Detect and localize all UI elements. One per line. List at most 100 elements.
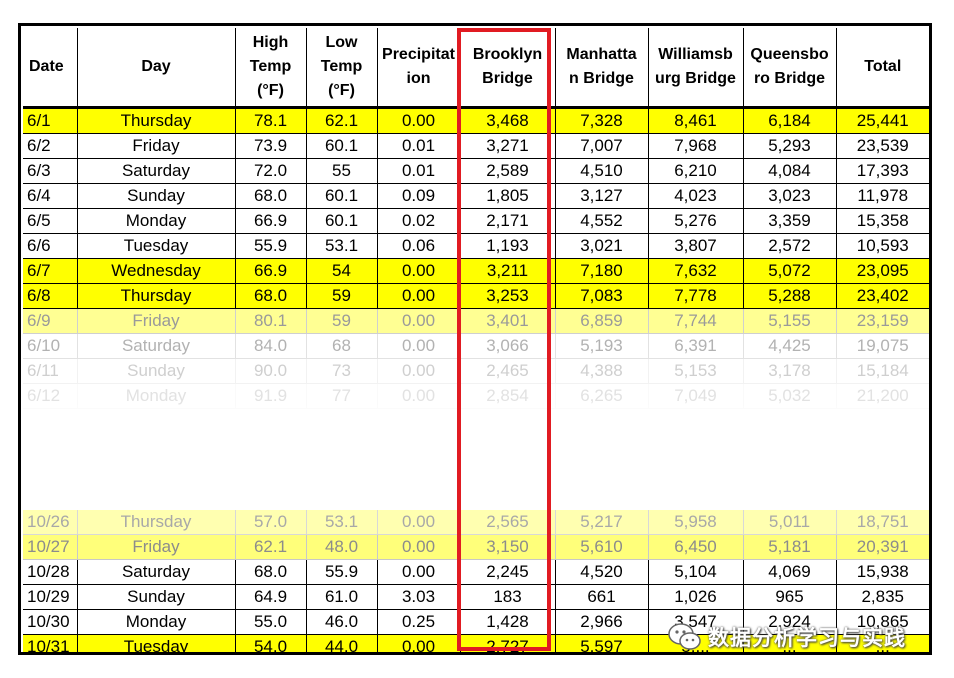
- cell-queensboro-bridge: 965: [743, 584, 837, 610]
- cell-williamsburg-bridge: 4,023: [648, 183, 744, 209]
- table-row: 6/6 Tuesday 55.9 53.1 0.06 1,193 3,021 3,807 2,5…: [23, 233, 929, 259]
- header-text: Temp: [249, 58, 292, 75]
- cell-high-temp: 57.0: [235, 510, 307, 535]
- header-text: Precipitat: [382, 46, 455, 63]
- cell-date: 6/5: [23, 208, 78, 234]
- cell-total: 25,441: [836, 107, 929, 134]
- cell-precipitation: 0.06: [377, 233, 461, 259]
- cell-manhattan-bridge: 3,021: [555, 233, 649, 259]
- cell-day: Tuesday: [77, 634, 236, 652]
- cell-date: 6/7: [23, 258, 78, 284]
- cell-date: 10/26: [23, 510, 78, 535]
- cell-manhattan-bridge: 4,388: [555, 358, 649, 384]
- cell-queensboro-bridge: 5,293: [743, 133, 837, 159]
- cell-date: 6/2: [23, 133, 78, 159]
- header-text: High: [252, 34, 289, 51]
- cell-williamsburg-bridge: 7,968: [648, 133, 744, 159]
- cell-day: Monday: [77, 609, 236, 635]
- cell-date: 10/28: [23, 559, 78, 585]
- cell-brooklyn-bridge: 3,401: [460, 308, 556, 334]
- cell-date: 6/9: [23, 308, 78, 334]
- table-row: 10/26 Thursday 57.0 53.1 0.00 2,565 5,217 5,958…: [23, 510, 929, 535]
- cell-day: Friday: [77, 133, 236, 159]
- header-text: Bridge: [482, 70, 533, 87]
- table-body: 6/1 Thursday 78.1 62.1 0.00 3,468 7,328 8,461 6,…: [23, 107, 929, 652]
- header-precipitation: Precipitat ion: [377, 28, 461, 109]
- cell-total: ...: [836, 634, 929, 652]
- cell-williamsburg-bridge: 5,958: [648, 510, 744, 535]
- cell-queensboro-bridge: 5,155: [743, 308, 837, 334]
- cell-precipitation: 0.25: [377, 609, 461, 635]
- table-row: 6/3 Saturday 72.0 55 0.01 2,589 4,510 6,210 4,08…: [23, 158, 929, 184]
- cell-manhattan-bridge: 7,180: [555, 258, 649, 284]
- cell-low-temp: 73: [306, 358, 378, 384]
- cell-date: 10/27: [23, 534, 78, 560]
- header-text: Manhatta: [566, 46, 637, 63]
- cell-day: Thursday: [77, 510, 236, 535]
- cell-precipitation: 0.00: [377, 333, 461, 359]
- cell-brooklyn-bridge: 183: [460, 584, 556, 610]
- cell-williamsburg-bridge: 6,450: [648, 534, 744, 560]
- cell-manhattan-bridge: 5,217: [555, 510, 649, 535]
- cell-brooklyn-bridge: 3,253: [460, 283, 556, 309]
- cell-low-temp: 55.9: [306, 559, 378, 585]
- cell-manhattan-bridge: 6,265: [555, 383, 649, 409]
- table-row: 6/12 Monday 91.9 77 0.00 2,854 6,265 7,049 5,032…: [23, 383, 929, 409]
- cell-manhattan-bridge: 3,127: [555, 183, 649, 209]
- cell-high-temp: 62.1: [235, 534, 307, 560]
- cell-low-temp: 60.1: [306, 133, 378, 159]
- cell-brooklyn-bridge: 3,211: [460, 258, 556, 284]
- header-text: Total: [864, 58, 902, 75]
- cell-williamsburg-bridge: 3,547: [648, 609, 744, 635]
- cell-low-temp: 68: [306, 333, 378, 359]
- cell-high-temp: 55.0: [235, 609, 307, 635]
- bridge-traffic-table: Date Day High Temp (°F) Low Temp (°F) Precipitat…: [23, 28, 929, 652]
- header-text: Low: [325, 34, 358, 51]
- cell-high-temp: 66.9: [235, 258, 307, 284]
- cell-date: 10/30: [23, 609, 78, 635]
- table-row: 6/1 Thursday 78.1 62.1 0.00 3,468 7,328 8,461 6,…: [23, 107, 929, 134]
- header-brooklyn-bridge: Brooklyn Bridge: [460, 28, 556, 109]
- cell-total: 10,865: [836, 609, 929, 635]
- cell-low-temp: 48.0: [306, 534, 378, 560]
- cell-high-temp: 72.0: [235, 158, 307, 184]
- cell-low-temp: 53.1: [306, 233, 378, 259]
- table-row: 6/5 Monday 66.9 60.1 0.02 2,171 4,552 5,276 3,35…: [23, 208, 929, 234]
- cell-date: 6/11: [23, 358, 78, 384]
- cell-low-temp: 54: [306, 258, 378, 284]
- cell-date: 6/10: [23, 333, 78, 359]
- header-text: (°F): [328, 82, 355, 99]
- header-queensboro-bridge: Queensbo ro Bridge: [743, 28, 837, 109]
- header-text: urg Bridge: [655, 70, 736, 87]
- cell-day: Thursday: [77, 283, 236, 309]
- cell-day: Saturday: [77, 559, 236, 585]
- cell-queensboro-bridge: 3,178: [743, 358, 837, 384]
- cell-queensboro-bridge: 5,288: [743, 283, 837, 309]
- cell-day: Monday: [77, 383, 236, 409]
- cell-total: 23,095: [836, 258, 929, 284]
- cell-high-temp: 55.9: [235, 233, 307, 259]
- cell-high-temp: 66.9: [235, 208, 307, 234]
- cell-high-temp: 73.9: [235, 133, 307, 159]
- cell-williamsburg-bridge: 7,744: [648, 308, 744, 334]
- table-row: 6/10 Saturday 84.0 68 0.00 3,066 5,193 6,391 4,4…: [23, 333, 929, 359]
- cell-williamsburg-bridge: 6,210: [648, 158, 744, 184]
- cell-brooklyn-bridge: 1,428: [460, 609, 556, 635]
- cell-queensboro-bridge: 2,924: [743, 609, 837, 635]
- cell-day: Sunday: [77, 183, 236, 209]
- header-williamsburg-bridge: Williamsb urg Bridge: [648, 28, 744, 109]
- cell-total: 15,358: [836, 208, 929, 234]
- cell-williamsburg-bridge: 5,...: [648, 634, 744, 652]
- cell-precipitation: 3.03: [377, 584, 461, 610]
- header-text: n Bridge: [569, 70, 634, 87]
- cell-brooklyn-bridge: 2,565: [460, 510, 556, 535]
- cell-precipitation: 0.00: [377, 283, 461, 309]
- cell-high-temp: 68.0: [235, 559, 307, 585]
- table-row: 10/27 Friday 62.1 48.0 0.00 3,150 5,610 6,450 5,…: [23, 534, 929, 560]
- cell-precipitation: 0.00: [377, 634, 461, 652]
- cell-high-temp: 68.0: [235, 283, 307, 309]
- table-row: 6/11 Sunday 90.0 73 0.00 2,465 4,388 5,153 3,178…: [23, 358, 929, 384]
- cell-precipitation: 0.00: [377, 258, 461, 284]
- cell-low-temp: 62.1: [306, 107, 378, 134]
- cell-queensboro-bridge: 6,184: [743, 107, 837, 134]
